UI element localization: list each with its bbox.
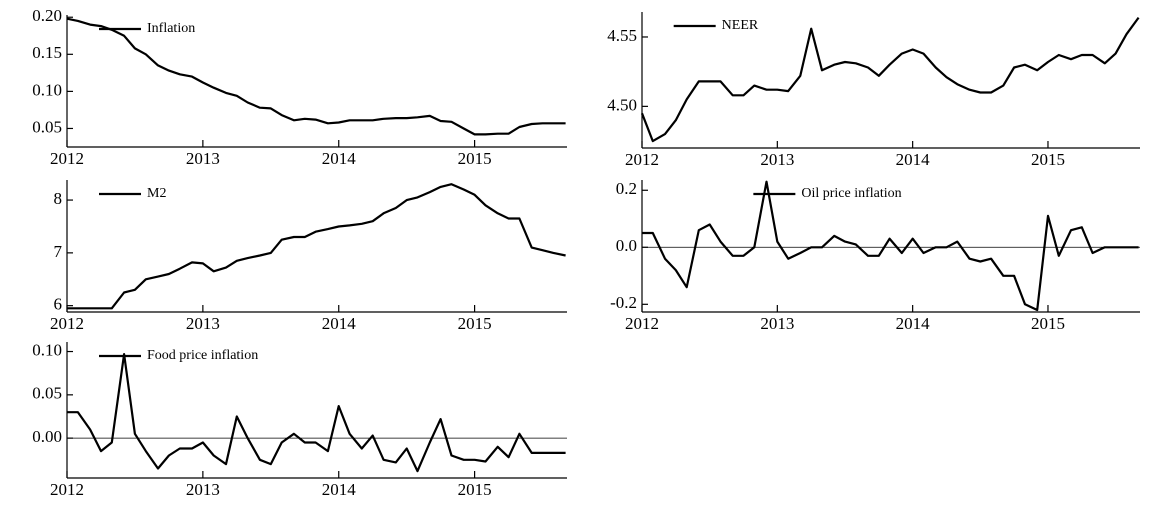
x-tick-label: 2013: [760, 150, 794, 169]
y-tick-label: 0.05: [32, 117, 62, 136]
x-tick-label: 2012: [50, 480, 84, 499]
series-line: [67, 183, 566, 310]
series-line: [66, 17, 566, 136]
x-tick-label: 2015: [1031, 150, 1065, 169]
x-tick-label: 2013: [186, 314, 220, 333]
x-tick-label: 2012: [50, 149, 84, 168]
y-tick-label: 4.55: [607, 26, 637, 45]
x-tick-label: 2012: [625, 150, 659, 169]
x-tick-label: 2014: [322, 480, 357, 499]
x-tick-label: 2013: [186, 480, 220, 499]
y-tick-label: 0.10: [32, 80, 62, 99]
x-tick-label: 2012: [50, 314, 84, 333]
x-tick-label: 2013: [186, 149, 220, 168]
y-tick-label: 6: [54, 295, 63, 314]
x-tick-label: 2014: [896, 150, 931, 169]
legend-label: Inflation: [147, 21, 195, 36]
y-tick-label: 0.15: [32, 43, 62, 62]
x-tick-label: 2015: [1031, 314, 1065, 333]
legend-label: Oil price inflation: [801, 186, 901, 201]
legend-label: NEER: [722, 18, 759, 33]
y-tick-label: 4.50: [607, 95, 637, 114]
y-tick-label: 8: [54, 189, 63, 208]
series-line: [640, 16, 1140, 143]
y-tick-label: 0.10: [32, 340, 62, 359]
x-tick-label: 2014: [896, 314, 931, 333]
series-line: [67, 353, 566, 473]
y-tick-label: 0.00: [32, 427, 62, 446]
y-tick-label: 0.0: [616, 236, 637, 255]
x-tick-label: 2012: [625, 314, 659, 333]
x-tick-label: 2015: [458, 480, 492, 499]
x-tick-label: 2015: [458, 314, 492, 333]
x-tick-label: 2015: [458, 149, 492, 168]
y-tick-label: 0.20: [32, 6, 62, 25]
y-tick-label: 0.05: [32, 384, 62, 403]
y-tick-label: -0.2: [610, 293, 637, 312]
x-tick-label: 2013: [760, 314, 794, 333]
legend-label: M2: [147, 186, 166, 201]
series-line: [642, 180, 1139, 312]
y-tick-label: 0.2: [616, 179, 637, 198]
x-tick-label: 2014: [322, 149, 357, 168]
y-tick-label: 7: [54, 242, 63, 261]
x-tick-label: 2014: [322, 314, 357, 333]
legend-label: Food price inflation: [147, 348, 258, 363]
